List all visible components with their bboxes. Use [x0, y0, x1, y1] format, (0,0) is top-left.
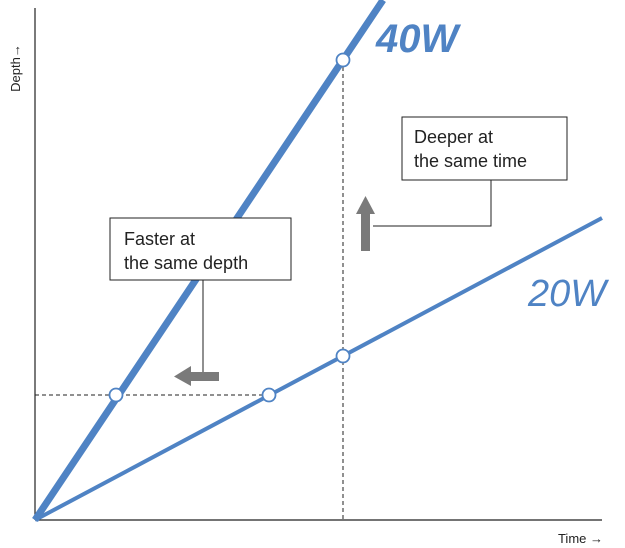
y-axis-label: Depth→ — [8, 44, 23, 92]
faster-callout-line2: the same depth — [124, 253, 248, 273]
marker-20w-same-depth — [261, 387, 277, 403]
faster-callout-box — [109, 217, 292, 281]
deeper-callout-line2: the same time — [414, 151, 527, 171]
marker-40w-same-time — [335, 52, 351, 68]
marker-20w-same-time — [335, 348, 351, 364]
deeper-callout-line1: Deeper at — [414, 127, 493, 147]
faster-callout-line1: Faster at — [124, 229, 195, 249]
series-40w-label: 40W — [375, 17, 461, 61]
series-20w-label: 20W — [527, 273, 609, 315]
deeper-leader-line — [373, 180, 492, 227]
x-axis-label: Time → — [558, 531, 603, 546]
series-20w-line — [34, 216, 603, 522]
up-arrow-icon — [356, 196, 375, 251]
deeper-callout-box — [401, 116, 568, 181]
marker-40w-same-depth — [108, 387, 124, 403]
left-arrow-icon — [174, 366, 219, 386]
